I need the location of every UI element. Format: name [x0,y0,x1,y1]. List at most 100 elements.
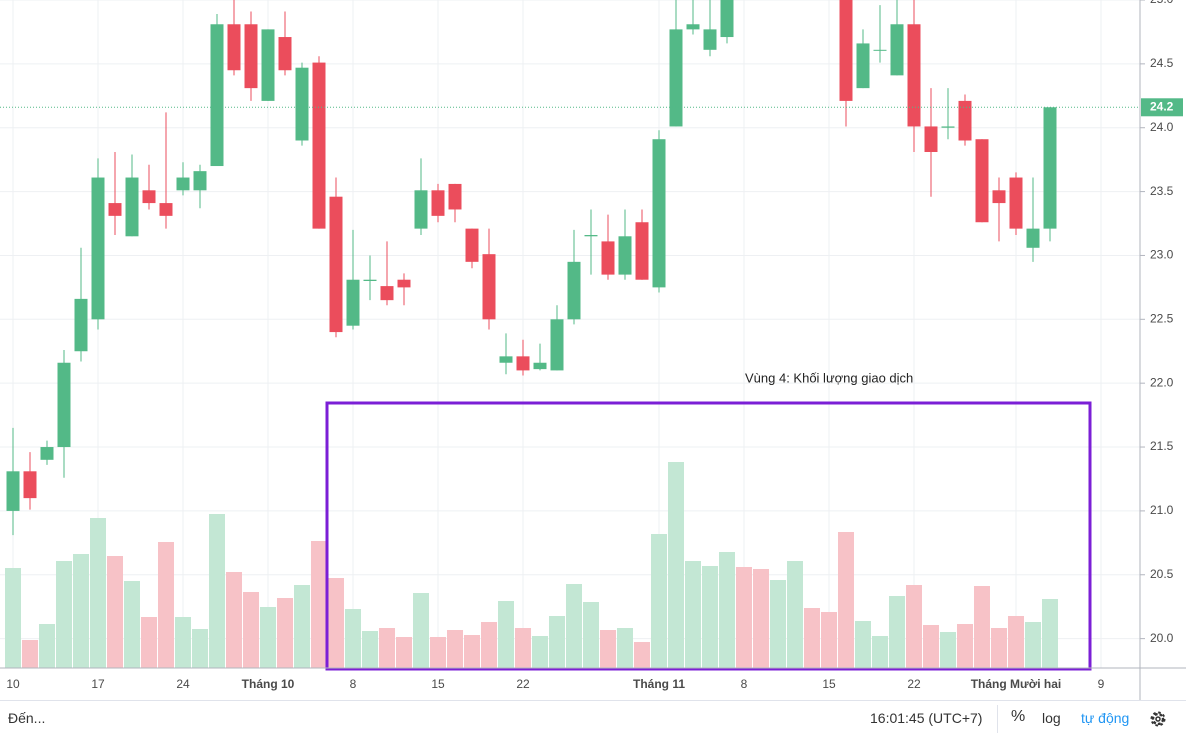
candle-body [941,126,955,128]
candle-body [108,203,122,216]
toolbar: Đến... 16:01:45 (UTC+7) % log tự động [0,700,1186,737]
grid [0,0,1140,668]
candle-body [907,24,921,127]
candle-body [380,286,394,301]
y-tick-label: 23.5 [1150,184,1174,198]
candle-body [193,171,207,191]
percent-toggle[interactable]: % [1011,708,1026,725]
volume-bar [328,578,344,668]
candle-body [839,0,853,101]
candle-body [890,24,904,76]
y-tick-label: 20.5 [1150,567,1174,581]
volume-bar [192,629,208,668]
chart: Vùng 4: Khối lượng giao dịch 25.0 24.5 24.… [0,0,1186,700]
auto-toggle[interactable]: tự động [1081,710,1130,726]
x-tick-label: 22 [516,677,530,691]
clock: 16:01:45 (UTC+7) [870,710,983,726]
candle-body [465,228,479,262]
candle-body [295,67,309,141]
volume-bar [838,532,854,668]
volume-bar [73,554,89,668]
x-tick-label: 8 [741,677,748,691]
volume-bar [5,568,21,668]
x-tick-label: Tháng Mười hai [971,677,1062,691]
highlight-box [325,401,1092,671]
candle-body [601,241,615,275]
candle-body [91,177,105,320]
volume-bar [413,593,429,668]
volume-bar [974,586,990,668]
x-tick-label: 24 [176,677,190,691]
volume-bar [345,609,361,668]
candle-body [6,471,20,511]
volume-bar [243,592,259,668]
volume-bar [362,631,378,668]
candle-body [448,183,462,210]
volume-bar [685,561,701,668]
volume-bar [991,628,1007,668]
candle-body [652,139,666,288]
volume-layer [5,462,1058,668]
volume-bar [260,607,276,668]
volume-bar [532,636,548,668]
volume-bar [906,585,922,668]
candle-body [312,62,326,229]
x-tick-label: 17 [91,677,105,691]
log-toggle[interactable]: log [1042,710,1061,726]
volume-bar [634,642,650,668]
candle-body [499,356,513,363]
candle-body [856,43,870,89]
volume-bar [940,632,956,668]
candle-body [227,24,241,71]
volume-bar [311,541,327,668]
candle-body [669,29,683,127]
candle-body [635,222,649,280]
candle-body [567,261,581,320]
candle-body [142,190,156,204]
candle-body [329,196,343,333]
volume-bar [872,636,888,668]
y-tick-label: 24.0 [1150,120,1174,134]
candle-body [516,356,530,371]
volume-bar [56,561,72,668]
volume-bar [549,616,565,668]
volume-bar [39,624,55,668]
candle-body [873,49,887,51]
volume-bar [277,598,293,668]
volume-bar [498,601,514,668]
volume-bar [379,628,395,668]
volume-bar [736,567,752,668]
last-price-box [1141,98,1183,117]
volume-bar [464,635,480,668]
candle-body [278,37,292,71]
candle-body [958,100,972,141]
candle-body [176,177,190,191]
candle-body [363,279,377,281]
candle-body [703,29,717,50]
y-tick-label: 21.0 [1150,503,1174,517]
volume-bar [566,584,582,668]
candle-body [210,24,224,167]
volume-bar [1025,622,1041,668]
candle-body [159,203,173,216]
candle-body [74,298,88,352]
candle-body [720,0,734,38]
x-tick-label: Tháng 10 [242,677,295,691]
candle-body [584,235,598,237]
x-tick-label: 8 [350,677,357,691]
candle-body [125,177,139,237]
candle-body [261,29,275,101]
candle-body [1043,107,1057,229]
candle-body [992,190,1006,204]
volume-bar [804,608,820,668]
last-price-label: 24.2 [1150,99,1174,113]
volume-bar [770,580,786,668]
y-tick-label: 21.5 [1150,439,1174,453]
x-tick-label: 22 [907,677,921,691]
volume-bar [515,628,531,668]
goto-button[interactable]: Đến... [8,710,46,726]
settings-icon[interactable] [1149,710,1167,728]
candle-body [431,190,445,216]
volume-bar [651,534,667,668]
